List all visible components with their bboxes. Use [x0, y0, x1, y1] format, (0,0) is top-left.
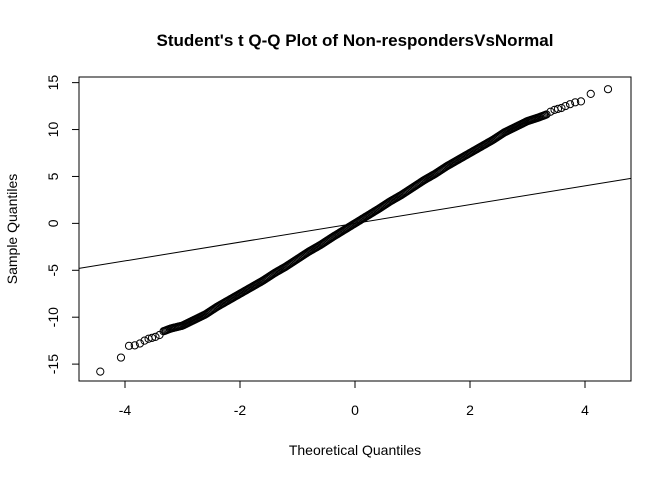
x-tick-label: -4 — [119, 402, 132, 418]
data-points — [96, 85, 613, 376]
data-point — [576, 97, 586, 106]
y-tick-label: -15 — [45, 354, 61, 374]
x-axis: -4 -2 0 2 4 — [119, 380, 589, 418]
y-axis-label: Sample Quantiles — [4, 174, 20, 285]
data-point — [565, 100, 575, 109]
qq-reference-line — [78, 177, 632, 269]
data-point — [96, 367, 105, 376]
plot-frame — [78, 76, 632, 382]
y-tick-label: 0 — [45, 219, 61, 227]
data-point — [140, 336, 149, 345]
x-axis-label: Theoretical Quantiles — [289, 442, 421, 458]
y-tick-label: 15 — [45, 75, 61, 91]
x-tick-label: 4 — [581, 402, 589, 418]
data-point — [586, 89, 595, 98]
data-point — [571, 98, 580, 107]
y-tick-label: 10 — [45, 122, 61, 138]
x-tick-label: 0 — [351, 402, 359, 418]
data-point — [553, 104, 563, 114]
data-point — [135, 339, 145, 348]
y-tick-label: 5 — [45, 172, 61, 180]
data-point — [116, 353, 126, 362]
chart-title: Student's t Q-Q Plot of Non-respondersVs… — [157, 31, 554, 50]
data-point — [151, 332, 160, 342]
x-tick-label: -2 — [234, 402, 247, 418]
data-point — [546, 107, 555, 116]
x-tick-label: 2 — [466, 402, 474, 418]
data-point — [561, 101, 570, 111]
data-point — [557, 103, 566, 113]
data-point — [124, 341, 134, 350]
y-tick-label: -5 — [45, 264, 61, 277]
data-point — [603, 85, 613, 94]
y-axis: -15 -10 -5 0 5 10 15 — [45, 75, 80, 374]
data-point — [542, 110, 551, 119]
y-tick-label: -10 — [45, 307, 61, 327]
data-point — [147, 333, 157, 342]
data-point — [130, 341, 139, 350]
